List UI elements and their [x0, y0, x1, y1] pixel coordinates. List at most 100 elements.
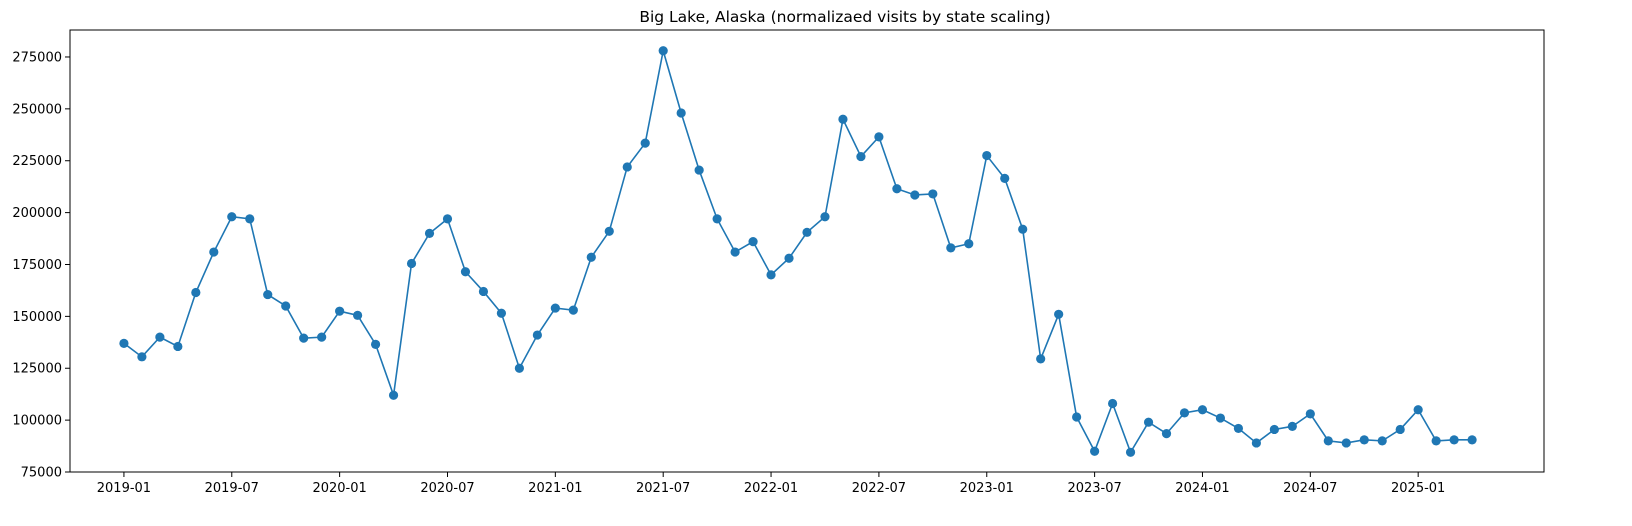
y-tick-label: 100000: [12, 414, 62, 429]
x-axis: 2019-01 2019-07 2020-01 2020-07 2021-01 2021-…: [97, 472, 1445, 496]
data-point: [532, 330, 542, 340]
data-point: [838, 114, 848, 124]
data-point: [173, 341, 183, 352]
data-point: [1018, 224, 1028, 234]
x-tick-label: 2020-01: [312, 481, 366, 496]
data-point: [1000, 173, 1010, 183]
x-tick-label: 2022-07: [852, 481, 906, 496]
data-point: [748, 237, 758, 247]
data-point: [478, 286, 489, 297]
y-tick-label: 125000: [12, 362, 62, 377]
y-tick-label: 175000: [12, 258, 62, 273]
data-point: [892, 184, 902, 194]
data-point: [1072, 412, 1082, 422]
data-point: [155, 332, 165, 342]
data-point: [550, 303, 560, 313]
data-point: [514, 363, 524, 373]
data-point: [281, 301, 291, 311]
data-point: [460, 267, 471, 277]
data-point: [766, 270, 776, 280]
data-point: [604, 226, 614, 236]
x-tick-label: 2024-07: [1283, 481, 1337, 496]
data-point: [802, 227, 812, 237]
data-point: [442, 214, 453, 224]
data-point: [209, 247, 219, 257]
data-point: [1341, 438, 1351, 448]
data-point: [1197, 405, 1208, 415]
data-point: [622, 162, 632, 172]
data-point: [1287, 421, 1297, 431]
data-point: [856, 151, 866, 162]
data-point: [335, 306, 345, 316]
data-point: [1054, 309, 1064, 319]
data-point: [1269, 424, 1279, 435]
data-point: [1323, 436, 1333, 446]
data-point: [1431, 436, 1441, 446]
y-tick-label: 75000: [21, 466, 62, 481]
data-point: [1449, 435, 1459, 445]
data-point: [1090, 446, 1100, 456]
data-point: [1107, 398, 1118, 409]
data-point: [119, 338, 129, 348]
data-point: [424, 228, 435, 238]
data-point: [227, 212, 237, 222]
data-point: [1036, 354, 1046, 364]
data-point: [820, 212, 830, 222]
data-point: [263, 289, 273, 300]
y-tick-label: 275000: [12, 50, 62, 65]
data-point: [1395, 424, 1405, 435]
data-point: [370, 339, 381, 349]
data-point: [586, 252, 596, 262]
data-point: [982, 150, 992, 161]
data-point: [694, 165, 704, 175]
y-axis: 75000 100000 125000 150000 175000 200000 22500…: [12, 50, 70, 481]
data-point: [388, 390, 399, 400]
y-tick-label: 150000: [12, 310, 62, 325]
data-point: [137, 352, 147, 362]
x-tick-label: 2025-01: [1391, 481, 1445, 496]
y-tick-label: 225000: [12, 154, 62, 169]
x-tick-label: 2021-07: [636, 481, 690, 496]
data-point: [640, 138, 650, 148]
data-point: [946, 243, 956, 253]
data-point: [1359, 435, 1369, 445]
data-point: [1143, 417, 1154, 427]
y-tick-label: 200000: [12, 206, 62, 221]
data-point: [1233, 423, 1244, 434]
x-tick-label: 2023-07: [1067, 481, 1121, 496]
data-point: [353, 310, 363, 320]
data-point: [1215, 413, 1226, 423]
data-point: [676, 108, 686, 118]
series-layer: [119, 46, 1477, 457]
data-point: [1413, 405, 1423, 415]
data-point: [1179, 408, 1190, 418]
data-point: [299, 333, 309, 343]
data-point: [964, 239, 974, 249]
axes-frame: [69, 29, 1545, 473]
data-point: [910, 190, 920, 200]
data-point: [317, 332, 327, 342]
x-tick-label: 2021-01: [528, 481, 582, 496]
x-tick-label: 2019-01: [97, 481, 151, 496]
y-tick-label: 250000: [12, 102, 62, 117]
data-point: [1305, 409, 1315, 419]
data-point: [496, 308, 507, 318]
data-point: [191, 287, 201, 298]
x-tick-label: 2022-01: [744, 481, 798, 496]
data-point: [874, 132, 884, 142]
data-point: [1125, 447, 1136, 457]
data-point: [245, 214, 255, 224]
x-tick-label: 2023-01: [960, 481, 1014, 496]
data-point: [730, 247, 740, 257]
data-point: [568, 305, 578, 315]
x-tick-label: 2019-07: [205, 481, 259, 496]
plot-area: [69, 29, 1545, 473]
data-point: [1251, 438, 1261, 448]
data-point: [406, 258, 417, 269]
chart-title: Big Lake, Alaska (normalizaed visits by …: [639, 8, 1050, 26]
data-point: [1467, 435, 1477, 445]
series-line: [123, 50, 1473, 455]
data-point: [1161, 429, 1172, 439]
x-tick-label: 2020-07: [420, 481, 474, 496]
